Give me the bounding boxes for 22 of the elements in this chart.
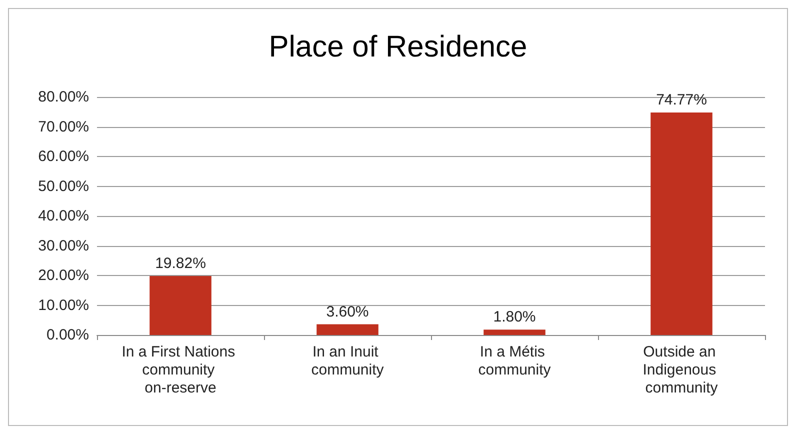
y-tick-label: 30.00% [38, 237, 89, 254]
chart-title: Place of Residence [268, 30, 528, 64]
y-tick-label: 80.00% [38, 88, 89, 106]
data-label: 1.80% [493, 308, 536, 326]
x-tick-label: In a Métis community [478, 344, 552, 378]
y-tick-label: 0.00% [46, 326, 89, 344]
bar [484, 330, 546, 335]
data-label: 74.77% [656, 92, 707, 109]
bar [650, 112, 712, 335]
bar [150, 276, 212, 335]
x-tick-label: Outside an Indigenous community [642, 344, 720, 396]
y-tick-label: 50.00% [38, 178, 89, 195]
data-label: 19.82% [155, 255, 206, 272]
x-tick-label: In a First Nations community on-reserve [122, 344, 240, 396]
x-tick-label: In an Inuit community [311, 344, 384, 378]
y-tick-label: 20.00% [38, 267, 89, 284]
data-label: 3.60% [326, 303, 369, 320]
y-tick-label: 60.00% [38, 148, 89, 165]
y-tick-label: 40.00% [38, 208, 89, 224]
y-tick-label: 70.00% [38, 118, 89, 136]
y-tick-label: 10.00% [38, 296, 89, 314]
bar [316, 324, 378, 335]
